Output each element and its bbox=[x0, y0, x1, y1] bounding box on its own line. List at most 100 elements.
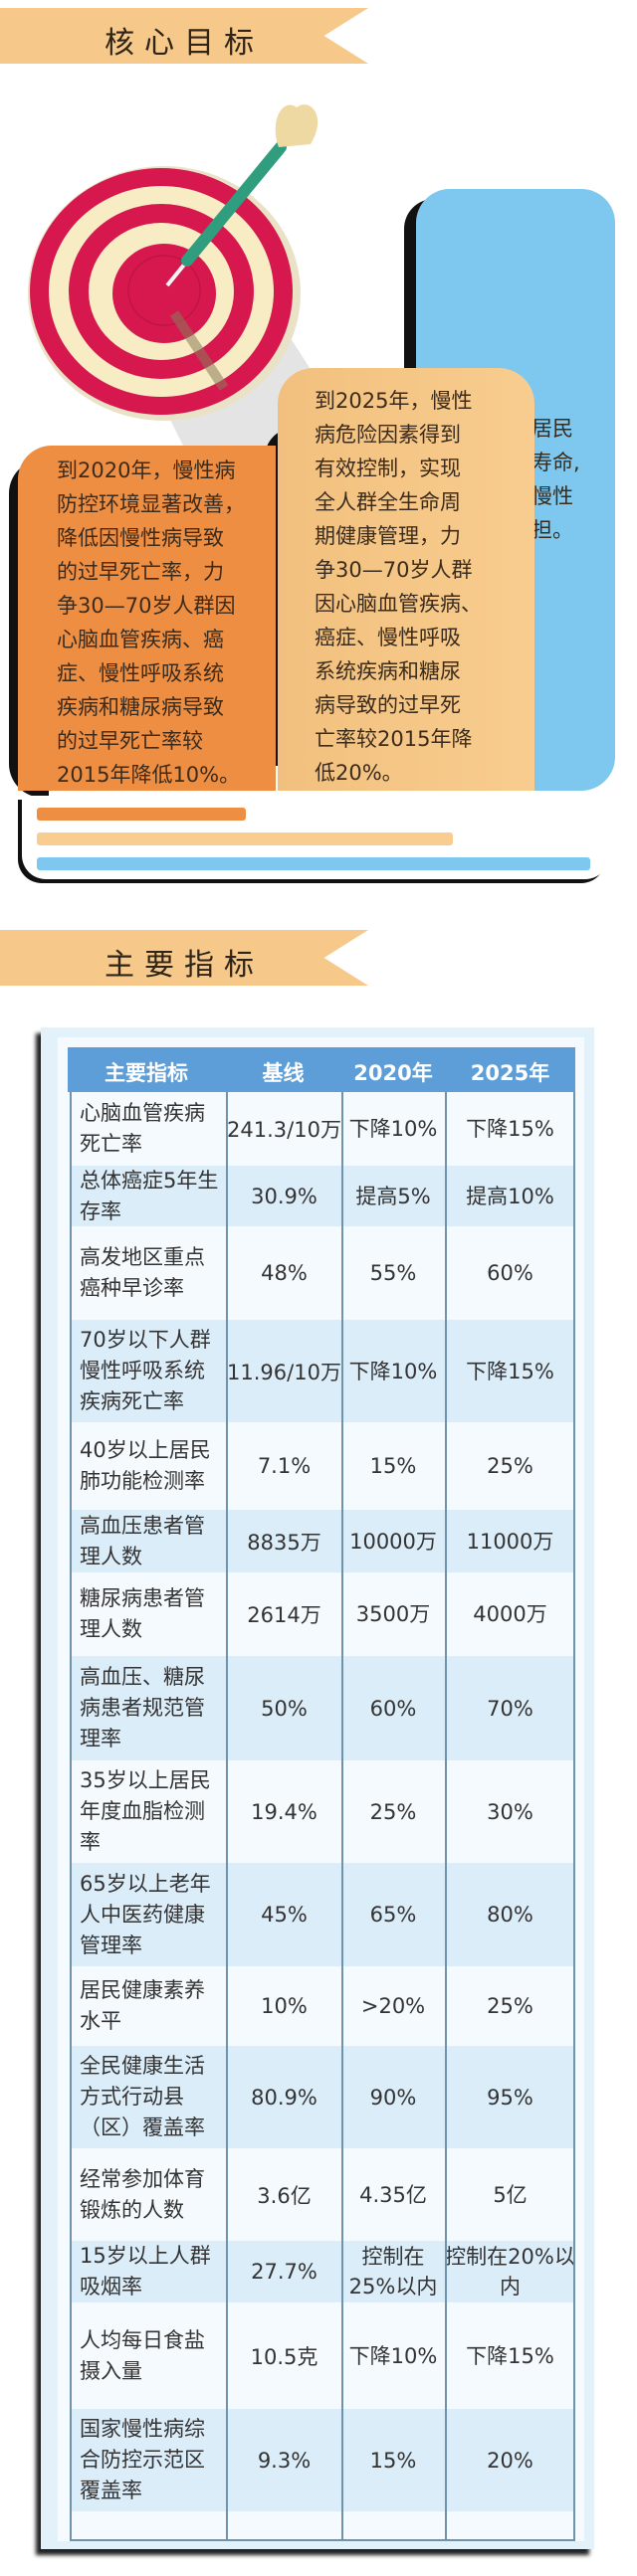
cell-2025: 95% bbox=[487, 2085, 533, 2110]
cell-baseline: 8835万 bbox=[247, 1530, 321, 1555]
cell-baseline: 80.9% bbox=[251, 2085, 318, 2110]
table-row: 心脑血管疾病死亡率 241.3/10万 下降10% 下降15% bbox=[70, 1092, 575, 1166]
cell-baseline: 45% bbox=[261, 1903, 308, 1927]
cell-2025: 60% bbox=[487, 1261, 533, 1285]
table-body-border bbox=[70, 1092, 575, 2541]
cell-indicator: 高血压患者管理人数 bbox=[80, 1513, 205, 1568]
cell-indicator: 居民健康素养水平 bbox=[80, 1978, 205, 2033]
cell-2025: 下降15% bbox=[466, 1359, 554, 1383]
section-banner-key-indicators: 主要指标 bbox=[0, 930, 368, 986]
table-row: 高发地区重点癌种早诊率 48% 55% 60% bbox=[70, 1226, 575, 1320]
table-row: 35岁以上居民年度血脂检测率 19.4% 25% 30% bbox=[70, 1760, 575, 1863]
dart-flight bbox=[275, 104, 318, 147]
card-text-line: 癌症、慢性呼吸 bbox=[315, 626, 461, 649]
cell-indicator: 国家慢性病综合防控示范区覆盖率 bbox=[80, 2417, 205, 2502]
cell-baseline: 48% bbox=[261, 1261, 308, 1285]
header-indicator: 主要指标 bbox=[105, 1061, 188, 1085]
cell-baseline: 2614万 bbox=[247, 1603, 321, 1627]
cell-indicator: 35岁以上居民年度血脂检测率 bbox=[80, 1768, 211, 1854]
card-text-line: 病导致的过早死 bbox=[315, 693, 461, 717]
table-row: 居民健康素养水平 10% >20% 25% bbox=[70, 1966, 575, 2046]
column-divider bbox=[341, 1092, 343, 2541]
cell-baseline: 30.9% bbox=[251, 1184, 318, 1208]
cell-2020: 10000万 bbox=[349, 1529, 437, 1554]
table-row: 国家慢性病综合防控示范区覆盖率 9.3% 15% 20% bbox=[70, 2409, 575, 2511]
cell-2020: 4.35亿 bbox=[359, 2182, 427, 2207]
column-divider bbox=[445, 1092, 447, 2541]
cell-2025: 80% bbox=[487, 1903, 533, 1927]
cell-2025: 30% bbox=[487, 1799, 533, 1824]
card-text-line: 系统疾病和糖尿 bbox=[315, 659, 461, 683]
cell-indicator: 15岁以上人群吸烟率 bbox=[80, 2244, 211, 2299]
cell-baseline: 27.7% bbox=[251, 2260, 318, 2284]
card-text-line: 的过早死亡率较 bbox=[57, 729, 203, 753]
cell-indicator: 40岁以上居民肺功能检测率 bbox=[80, 1438, 211, 1493]
cell-2025: 下降15% bbox=[466, 1117, 554, 1141]
cell-2020: 下降10% bbox=[348, 2343, 438, 2368]
card-text-line: 因心脑血管疾病、 bbox=[315, 592, 482, 616]
column-divider bbox=[226, 1092, 228, 2541]
cell-2020: 下降10% bbox=[348, 1359, 438, 1383]
cell-indicator: 高发地区重点癌种早诊率 bbox=[80, 1245, 205, 1300]
cell-baseline: 50% bbox=[261, 1696, 308, 1721]
table-row: 15岁以上人群吸烟率 27.7% 控制在25%以内 控制在20%以内 bbox=[70, 2241, 575, 2302]
card-text-line: 心脑血管疾病、癌 bbox=[57, 628, 224, 651]
card-text-line: 亡率较2015年降 bbox=[315, 727, 473, 751]
cell-baseline: 9.3% bbox=[257, 2448, 312, 2473]
cell-2020: 3500万 bbox=[355, 1602, 431, 1626]
card-text-line: 期健康管理，力 bbox=[315, 524, 461, 548]
goal-card-2020: 到2020年，慢性病 防控环境显著改善， 降低因慢性病导致 的过早死亡率，力 争30—7… bbox=[18, 446, 276, 791]
header-2020: 2020年 bbox=[353, 1061, 433, 1085]
bar-light-orange bbox=[37, 832, 453, 845]
cell-baseline: 10.5克 bbox=[250, 2344, 318, 2369]
cell-2025: 下降15% bbox=[466, 2343, 554, 2368]
table-row: 糖尿病患者管理人数 2614万 3500万 4000万 bbox=[70, 1572, 575, 1656]
bar-orange bbox=[37, 808, 246, 821]
cell-baseline: 3.6亿 bbox=[257, 2183, 312, 2208]
card-text-line: 到2025年，慢性 bbox=[315, 389, 473, 413]
cell-indicator: 人均每日食盐摄入量 bbox=[80, 2327, 205, 2383]
card-text-line: 的过早死亡率，力 bbox=[57, 560, 224, 584]
dart-icon bbox=[181, 141, 287, 267]
cell-2025: 5亿 bbox=[493, 2182, 528, 2207]
section-title: 核心目标 bbox=[105, 26, 264, 61]
cell-indicator: 糖尿病患者管理人数 bbox=[80, 1586, 205, 1641]
cell-2020: >20% bbox=[360, 1994, 426, 2018]
cell-2020: 15% bbox=[369, 2448, 417, 2473]
card-text-line: 全人群全生命周 bbox=[315, 490, 461, 514]
card-text-line: 2015年降低10%。 bbox=[57, 763, 241, 787]
cell-baseline: 10% bbox=[261, 1994, 308, 2018]
goal-card-2025: 到2025年，慢性 病危险因素得到 有效控制，实现 全人群全生命周 期健康管理，力 争30… bbox=[278, 368, 534, 791]
table-row: 全民健康生活方式行动县（区）覆盖率 80.9% 90% 95% bbox=[70, 2046, 575, 2148]
card-text-line: 到2020年，慢性病 bbox=[57, 459, 236, 482]
section-banner-core-goals: 核心目标 bbox=[0, 8, 368, 64]
cell-indicator: 65岁以上老年人中医药健康管理率 bbox=[80, 1871, 211, 1957]
cell-2020: 90% bbox=[369, 2085, 417, 2110]
cell-2020: 15% bbox=[369, 1454, 417, 1478]
cell-2025: 11000万 bbox=[466, 1529, 554, 1554]
cell-baseline: 19.4% bbox=[251, 1799, 318, 1824]
cell-indicator: 全民健康生活方式行动县（区）覆盖率 bbox=[80, 2054, 205, 2139]
decorative-bars-panel bbox=[22, 796, 609, 879]
card-text-line: 降低因慢性病导致 bbox=[57, 526, 224, 550]
table-row: 人均每日食盐摄入量 10.5克 下降10% 下降15% bbox=[70, 2302, 575, 2409]
cell-2025: 25% bbox=[487, 1994, 533, 2018]
dartboard-target-icon bbox=[28, 104, 406, 517]
cell-indicator: 高血压、糖尿病患者规范管理率 bbox=[80, 1665, 205, 1750]
card-text-line: 疾病和糖尿病导致 bbox=[57, 695, 224, 719]
cell-indicator: 70岁以下人群慢性呼吸系统疾病死亡率 bbox=[80, 1328, 211, 1413]
dart-shadow bbox=[169, 310, 229, 391]
section-title: 主要指标 bbox=[105, 948, 264, 983]
cell-2020: 25% bbox=[369, 1799, 417, 1824]
cell-2025: 提高10% bbox=[466, 1184, 554, 1208]
cell-baseline: 7.1% bbox=[257, 1454, 312, 1478]
card-text-line: 低20%。 bbox=[315, 761, 403, 785]
cell-2020: 55% bbox=[369, 1261, 417, 1285]
header-2025: 2025年 bbox=[470, 1061, 550, 1085]
bar-blue bbox=[37, 857, 590, 870]
target-bullseye bbox=[127, 255, 201, 326]
table-row: 40岁以上居民肺功能检测率 7.1% 15% 25% bbox=[70, 1422, 575, 1510]
cell-baseline: 11.96/10万 bbox=[227, 1360, 341, 1384]
card-text-line: 争30—70岁人群 bbox=[315, 558, 473, 582]
table-row: 65岁以上老年人中医药健康管理率 45% 65% 80% bbox=[70, 1863, 575, 1966]
